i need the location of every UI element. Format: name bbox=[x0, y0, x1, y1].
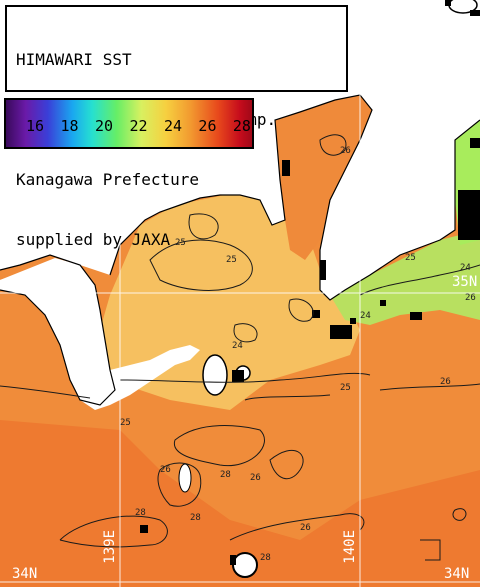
contour-label: 28 bbox=[220, 470, 231, 480]
legend-tick: 22 bbox=[129, 117, 148, 135]
legend-tick: 26 bbox=[198, 117, 217, 135]
contour-label: 24 bbox=[232, 341, 243, 351]
legend-tick: 16 bbox=[26, 117, 45, 135]
contour-label: 28 bbox=[190, 513, 201, 523]
lat-label-35n-right: 35N bbox=[452, 274, 478, 290]
contour-label: 25 bbox=[120, 418, 131, 428]
lon-label-140e: 140E bbox=[342, 530, 358, 564]
island-niijima bbox=[232, 552, 258, 578]
title-region: Kanagawa Prefecture bbox=[16, 170, 200, 189]
color-legend: 16 18 20 22 24 26 28 bbox=[4, 98, 254, 149]
lat-label-34n-right: 34N bbox=[444, 566, 470, 582]
contour-label: 26 bbox=[440, 377, 451, 387]
contour-label: 24 bbox=[460, 263, 471, 273]
contour-label: 25 bbox=[226, 255, 237, 265]
lat-label-34n-left: 34N bbox=[12, 566, 38, 582]
legend-tick: 24 bbox=[163, 117, 182, 135]
legend-ticks: 16 18 20 22 24 26 28 bbox=[26, 117, 251, 135]
title-box: HIMAWARI SST 2025/06/28 20(UTC) 3H Comp.… bbox=[5, 5, 348, 249]
coastlines bbox=[0, 94, 480, 406]
legend-tick: 20 bbox=[94, 117, 114, 135]
contour-label: 24 bbox=[360, 311, 371, 321]
title-credit: supplied by JAXA bbox=[16, 230, 171, 249]
legend-tick: 18 bbox=[60, 117, 79, 135]
island-toshima bbox=[178, 463, 192, 493]
lat-label-35n-left: 35N bbox=[12, 274, 38, 290]
lon-label-139e: 139E bbox=[102, 530, 118, 564]
legend-tick: 28 bbox=[232, 117, 251, 135]
island-oshima bbox=[202, 354, 228, 396]
contour-label: 25 bbox=[405, 253, 416, 263]
missing-data-pixels bbox=[140, 0, 480, 565]
contour-label: 28 bbox=[260, 553, 271, 563]
contour-label: 26 bbox=[300, 523, 311, 533]
contour-label: 25 bbox=[175, 238, 186, 248]
contour-label: 26 bbox=[340, 146, 351, 156]
contour-label: 25 bbox=[340, 383, 351, 393]
contour-label: 26 bbox=[250, 473, 261, 483]
contour-labels: 25 25 25 24 24 24 25 25 26 26 26 26 26 2… bbox=[120, 146, 476, 563]
sst-contours bbox=[0, 134, 480, 561]
contour-label: 26 bbox=[465, 293, 476, 303]
contour-label: 28 bbox=[135, 508, 146, 518]
title-product: HIMAWARI SST bbox=[16, 50, 132, 69]
land-izu-body bbox=[0, 258, 115, 405]
sea-green-region bbox=[330, 230, 480, 325]
contour-label: 26 bbox=[160, 465, 171, 475]
tokyo-bay-water bbox=[275, 95, 372, 260]
